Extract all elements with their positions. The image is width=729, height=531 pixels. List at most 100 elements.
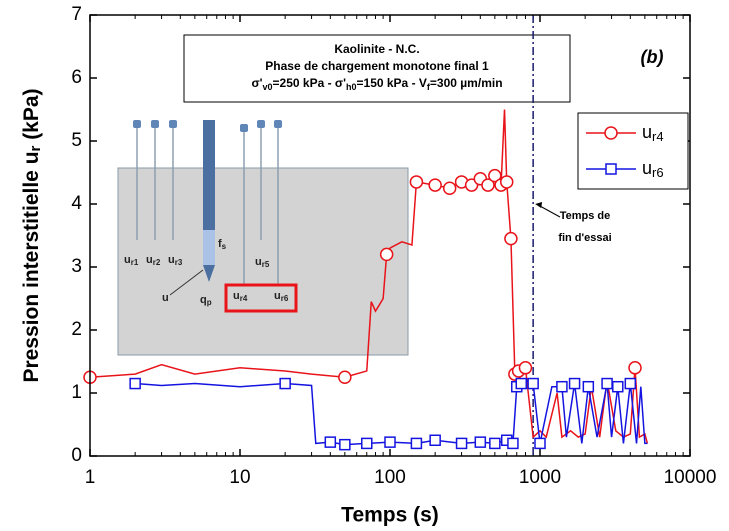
- y-tick-label: 6: [71, 67, 82, 88]
- marker: [361, 437, 373, 450]
- inset-sleeve: [203, 230, 215, 265]
- inset-tip: [203, 265, 215, 282]
- marker: [628, 361, 642, 375]
- marker: [527, 377, 539, 390]
- marker: [410, 437, 423, 450]
- inset-label: ur4: [233, 290, 248, 303]
- inset-label: fs: [218, 238, 227, 251]
- subscript: v0: [263, 82, 273, 92]
- marker: [605, 163, 617, 175]
- inset-label: ur6: [274, 290, 289, 303]
- marker: [534, 437, 546, 450]
- marker: [499, 175, 514, 189]
- legend-label: ur6: [642, 158, 664, 181]
- inset-label: ur5: [255, 256, 270, 269]
- inset-label-sub: r4: [240, 294, 248, 303]
- marker: [339, 438, 351, 451]
- text-part: Pression interstitielle u: [20, 151, 43, 382]
- x-tick-label: 10: [229, 467, 250, 488]
- marker: [428, 178, 442, 192]
- info-box: [183, 34, 571, 103]
- y-tick-label: 1: [71, 382, 82, 403]
- marker: [601, 377, 613, 390]
- marker: [442, 181, 457, 195]
- legend-name: u: [642, 158, 652, 178]
- marker: [568, 377, 581, 390]
- inset-label-sub: r1: [131, 258, 139, 267]
- inset-label-sub: r2: [153, 258, 161, 267]
- x-tick-label: 10000: [664, 467, 717, 488]
- inset-label-main: u: [162, 292, 169, 304]
- series-line: [135, 379, 648, 446]
- subscript: r: [27, 145, 44, 151]
- y-tick-label: 3: [71, 256, 82, 277]
- annotation-arrow: [537, 204, 561, 218]
- marker: [429, 434, 441, 446]
- marker: [624, 377, 637, 390]
- x-tick-label: 100: [374, 467, 406, 488]
- inset-label-main: u: [146, 254, 153, 266]
- inset-label-sub: p: [207, 298, 212, 307]
- info-line: Kaolinite - N.C.: [334, 42, 419, 56]
- panel-label: (b): [641, 47, 664, 67]
- inset-label-main: u: [233, 290, 240, 302]
- text-part: =150 kPa - V: [357, 76, 427, 90]
- marker: [582, 380, 595, 393]
- x-tick-label: 1: [85, 467, 96, 488]
- y-axis-title: Pression interstitielle ur (kPa): [20, 88, 44, 382]
- inset-label-main: u: [124, 254, 131, 266]
- text-part: σ': [251, 76, 262, 90]
- annotation-arrowhead: [535, 202, 543, 208]
- marker: [481, 178, 495, 192]
- legend-box: [577, 112, 689, 190]
- marker: [338, 370, 352, 384]
- marker: [507, 437, 519, 450]
- inset-label: qp: [200, 294, 212, 307]
- inset-label-sub: r5: [262, 260, 270, 269]
- y-tick-label: 4: [71, 193, 82, 214]
- marker: [489, 437, 501, 450]
- subscript: f: [427, 82, 431, 92]
- inset-highlight: [224, 283, 298, 313]
- marker: [518, 361, 533, 375]
- annotation-text: fin d'essai: [558, 232, 611, 244]
- y-tick-label: 5: [71, 130, 82, 151]
- marker: [474, 436, 487, 448]
- marker: [455, 437, 468, 450]
- x-axis-title: Temps (s): [341, 504, 439, 527]
- text-part: =250 kPa - σ': [273, 76, 347, 90]
- info-line: Phase de chargement monotone final 1: [265, 59, 489, 73]
- marker: [504, 231, 518, 246]
- annotation-text: Temps de: [560, 210, 611, 222]
- inset-label-sub: s: [222, 242, 227, 251]
- inset-heads: [133, 120, 282, 132]
- inset-label-main: u: [274, 290, 281, 302]
- inset-label-main: u: [255, 256, 262, 268]
- y-tick-label: 0: [71, 445, 82, 466]
- text-part: (kPa): [20, 88, 43, 145]
- plot-frame: [89, 14, 691, 457]
- subscript: h0: [346, 82, 357, 92]
- legend-subscript: r4: [652, 129, 664, 144]
- marker: [129, 377, 141, 390]
- marker: [279, 377, 291, 390]
- inset-soil: [117, 167, 409, 356]
- y-tick-label: 7: [71, 4, 82, 25]
- inset-label: ur1: [124, 254, 139, 267]
- inset-label: u: [162, 292, 169, 304]
- inset-label: ur3: [168, 254, 183, 267]
- inset-pointer: [169, 269, 204, 296]
- inset-label: ur2: [146, 254, 161, 267]
- inset-diagram: ur1 ur2 ur3 fs ur5 u qp ur4 ur6: [117, 120, 409, 356]
- legend-name: u: [642, 122, 652, 142]
- y-tick-label: 2: [71, 319, 82, 340]
- inset-sensors: [136, 125, 279, 285]
- legend-label: ur4: [642, 122, 664, 145]
- inset-cone-rod: [203, 120, 215, 230]
- marker: [384, 436, 396, 448]
- inset-label-sub: r3: [175, 258, 183, 267]
- inset-label-sub: r6: [281, 294, 289, 303]
- marker: [556, 380, 568, 393]
- marker: [604, 126, 618, 140]
